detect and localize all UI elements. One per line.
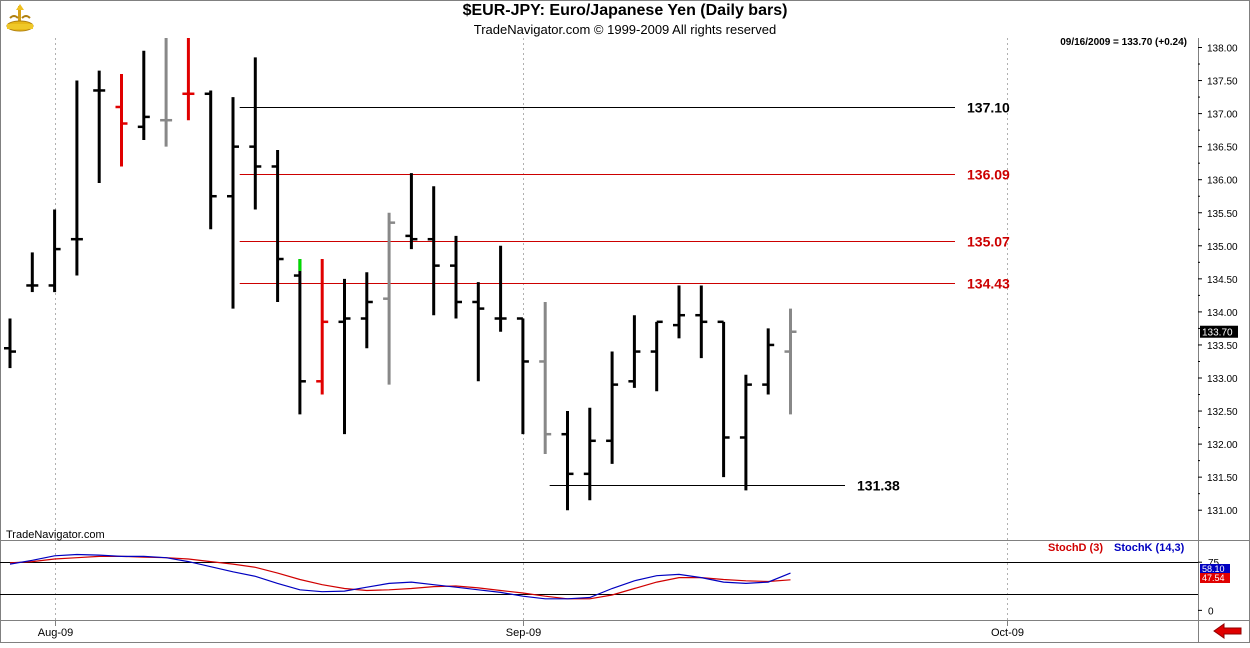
stoch-last-label: 47.54 [1202,573,1225,583]
x-tick-label: Aug-09 [38,627,73,639]
level-label: 137.10 [967,100,1010,116]
level-label: 136.09 [967,167,1010,183]
trade-navigator-logo-icon [4,4,36,34]
y-tick-label: 132.00 [1207,440,1238,451]
legend-stochk: StochK (14,3) [1114,542,1185,554]
left-arrow-icon[interactable] [1213,623,1243,639]
watermark: TradeNavigator.com [6,529,105,541]
level-label: 135.07 [967,234,1010,250]
y-tick-label: 133.00 [1207,374,1238,385]
y-tick-label: 135.00 [1207,242,1238,253]
y-tick-label: 134.00 [1207,308,1238,319]
y-tick-label: 137.00 [1207,110,1238,121]
stoch-last-label: 58.10 [1202,564,1225,574]
last-price-box [1200,325,1238,338]
level-label: 131.38 [857,478,900,494]
y-tick-label: 134.50 [1207,275,1238,286]
stochk-line [9,553,791,600]
y-tick-label: 135.50 [1207,209,1238,220]
y-tick-label: 131.00 [1207,506,1238,517]
stoch-y-tick-label: 75 [1208,558,1220,569]
y-tick-label: 131.50 [1207,473,1238,484]
y-tick-label: 137.50 [1207,77,1238,88]
y-tick-label: 133.50 [1207,341,1238,352]
legend-stochd: StochD (3) [1048,542,1103,554]
y-tick-label: 132.50 [1207,407,1238,418]
x-tick-label: Sep-09 [506,627,541,639]
last-price-info: 09/16/2009 = 133.70 (+0.24) [1060,37,1187,48]
level-label: 134.43 [967,276,1010,292]
y-tick-label: 136.50 [1207,143,1238,154]
stoch-last-box [1200,564,1230,574]
y-tick-label: 138.00 [1207,44,1238,55]
x-tick-label: Oct-09 [991,627,1024,639]
chart-subtitle: TradeNavigator.com © 1999-2009 All right… [473,22,777,37]
y-tick-label: 136.00 [1207,176,1238,187]
stoch-y-tick-label: 0 [1208,606,1214,617]
chart-title: $EUR-JPY: Euro/Japanese Yen (Daily bars) [462,2,788,19]
last-price-label: 133.70 [1202,328,1233,339]
stoch-last-box [1200,573,1230,583]
